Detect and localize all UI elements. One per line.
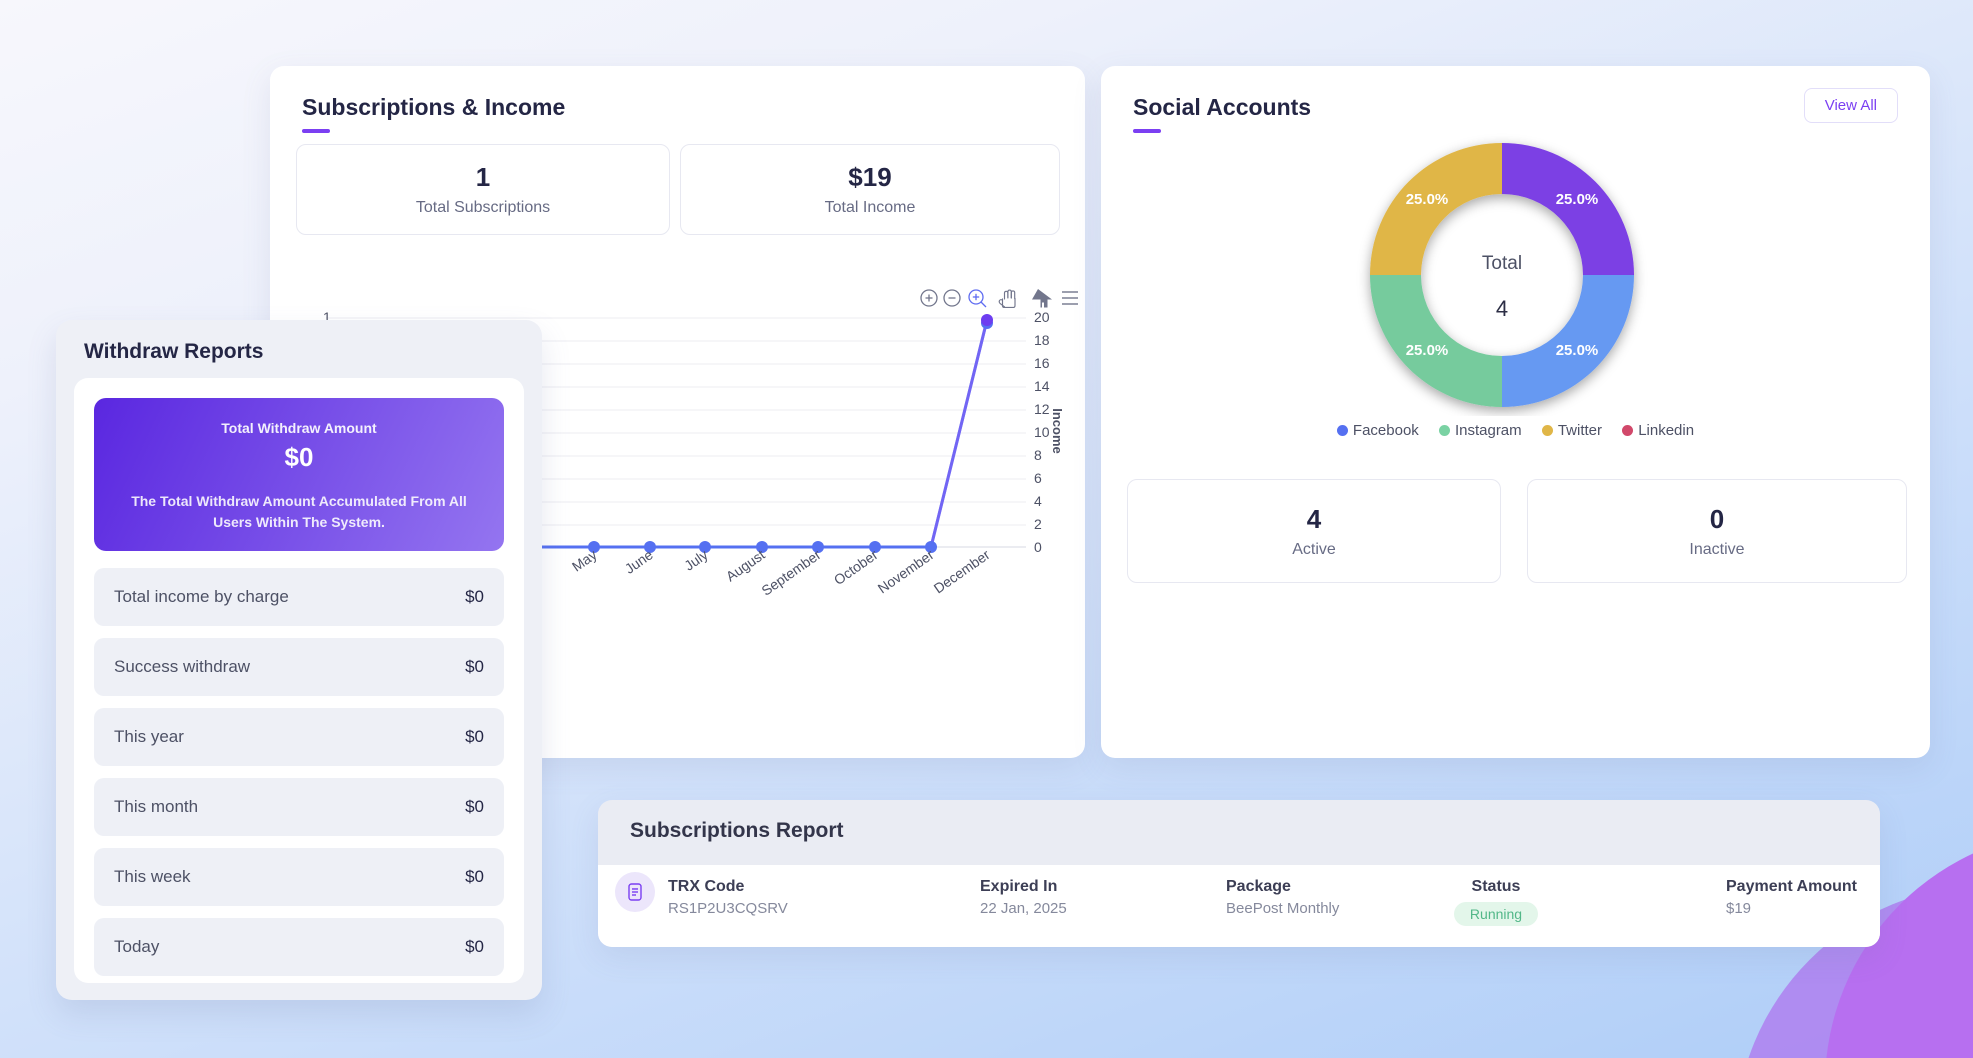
svg-text:25.0%: 25.0% xyxy=(1556,342,1599,359)
svg-text:Total: Total xyxy=(1482,253,1522,274)
svg-text:December: December xyxy=(931,546,993,596)
svg-text:6: 6 xyxy=(1034,470,1042,486)
svg-text:25.0%: 25.0% xyxy=(1406,191,1449,208)
svg-text:4: 4 xyxy=(1496,296,1508,321)
svg-text:September: September xyxy=(758,546,824,599)
svg-text:14: 14 xyxy=(1034,378,1050,394)
svg-text:October: October xyxy=(831,546,881,588)
svg-text:November: November xyxy=(875,546,937,596)
svg-text:18: 18 xyxy=(1034,332,1050,348)
svg-text:12: 12 xyxy=(1034,401,1050,417)
svg-text:August: August xyxy=(723,546,768,584)
svg-text:0: 0 xyxy=(1034,539,1042,555)
svg-text:8: 8 xyxy=(1034,447,1042,463)
svg-text:Income: Income xyxy=(1050,408,1065,454)
svg-text:25.0%: 25.0% xyxy=(1406,342,1449,359)
svg-text:25.0%: 25.0% xyxy=(1556,191,1599,208)
svg-text:20: 20 xyxy=(1034,309,1050,325)
svg-text:2: 2 xyxy=(1034,516,1042,532)
svg-text:10: 10 xyxy=(1034,424,1050,440)
svg-text:16: 16 xyxy=(1034,355,1050,371)
svg-text:4: 4 xyxy=(1034,493,1042,509)
